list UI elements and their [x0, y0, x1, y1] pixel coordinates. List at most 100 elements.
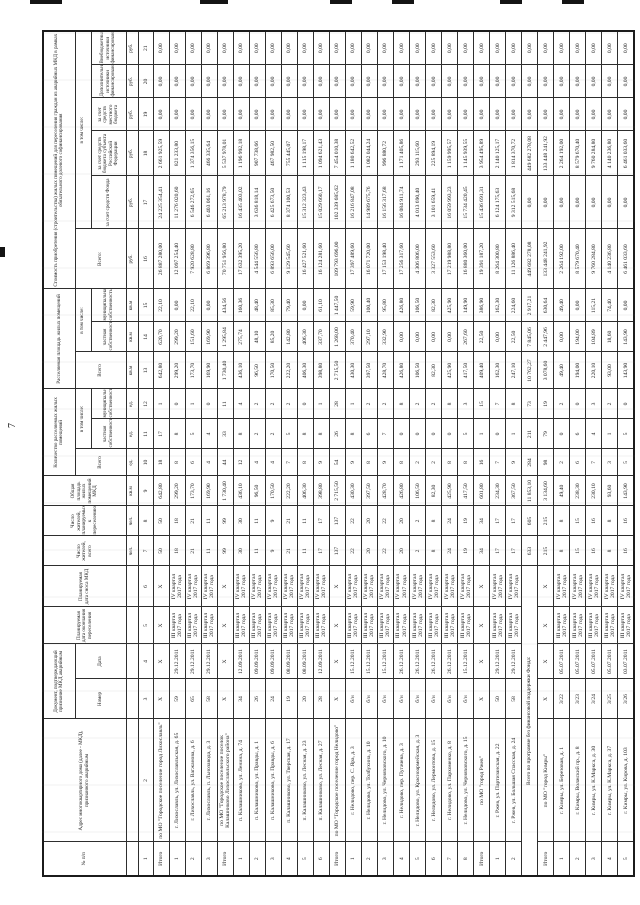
table-cell: 630,64 [537, 289, 554, 322]
table-cell: 0,00 [361, 30, 378, 65]
table-row: 6 г. Нелидово, ул. Лермонтова, д. 15 б/н 26… [425, 30, 442, 876]
table-cell: 18,60 [601, 322, 618, 352]
table-cell: 8 [457, 842, 474, 876]
col-header-units-total: Всего [75, 449, 126, 476]
table-cell [126, 607, 139, 644]
table-cell [126, 644, 139, 679]
table-cell: 15 [569, 506, 586, 536]
table-cell: 54 [329, 449, 346, 476]
table-cell: 0,00 [441, 322, 458, 352]
table-cell: 20 [361, 536, 378, 566]
table-cell: 61,10 [313, 289, 330, 322]
col-header-including: в том числе: [75, 30, 91, 229]
table-cell: 3/24 [585, 679, 602, 719]
table-cell: кв.м [126, 289, 139, 322]
table-cell: 8 579 670,40 [569, 131, 586, 176]
table-row: 4 г. Нелидово, пер. Пугачева, д. 3 б/н 26.1… [393, 30, 410, 876]
table-cell: 0,00 [473, 98, 490, 131]
table-cell: Итого [153, 842, 170, 876]
table-cell: кв.м [126, 352, 139, 389]
table-cell: X [217, 607, 234, 644]
table-cell: 425,90 [441, 352, 458, 389]
table-cell: 2 [138, 719, 154, 842]
table-cell: 2 [377, 389, 394, 419]
table-cell: 430,30 [345, 476, 362, 506]
table-cell: 8 [345, 419, 362, 449]
table-cell: 2 [409, 536, 426, 566]
table-cell: 0,00 [377, 98, 394, 131]
page-number: 7 [7, 423, 18, 428]
table-cell: X [153, 679, 170, 719]
table-cell: 0,00 [313, 30, 330, 65]
table-cell: 16 [473, 449, 490, 476]
table-cell: г. Кимры, ул. Кирова, д. 103 [617, 719, 634, 842]
table-cell: г. Кимры, ул. Березовая, д. 1 [553, 719, 570, 842]
table-cell: 0,00 [393, 65, 410, 98]
table-cell: III квартал 2017 года [601, 607, 618, 644]
table-cell: 142,80 [281, 322, 298, 352]
table-cell: 12 [138, 389, 154, 419]
table-row: 2 п. Калашниково, ул. Правды, д. 1 26 09.09… [249, 30, 266, 876]
table-cell: 620,70 [153, 322, 170, 352]
table-cell: 8 [233, 419, 250, 449]
col-header-cost-group: Стоимость приобретения (строительства) ж… [43, 30, 75, 289]
table-cell: кв.м [126, 322, 139, 352]
table-cell: Итого [329, 842, 346, 876]
table-cell: 2 [409, 449, 426, 476]
table-cell: 11 [297, 536, 314, 566]
table-cell: 299,20 [169, 476, 186, 506]
table-cell: 0,00 [377, 30, 394, 65]
table-cell: 0,00 [409, 30, 426, 65]
table-cell: 7 [138, 536, 154, 566]
table-cell: 370,40 [345, 322, 362, 352]
table-cell: 1 [489, 842, 506, 876]
table-cell: 12.09.2011 [313, 644, 330, 679]
table-cell: 173,70 [185, 352, 202, 389]
table-cell: 17 [313, 536, 330, 566]
table-cell: 9 [313, 449, 330, 476]
table-cell: 3/25 [601, 679, 618, 719]
table-cell: г. Кимры, ул. К.Маркса, д. 37 [601, 719, 618, 842]
table-row: 2 г. Ржев, ул. Большая Спасская, д. 24 58 2… [505, 30, 522, 876]
table-cell: 0,00 [185, 65, 202, 98]
table-cell [126, 566, 139, 607]
table-cell: 0,00 [569, 65, 586, 98]
col-header-cost-local: за счет средств местного бюджета [91, 98, 126, 131]
table-cell: 2 [185, 842, 202, 876]
table-cell: 1 [345, 389, 362, 419]
table-cell: 4 140 236,80 [601, 229, 618, 289]
table-cell: 0,00 [585, 176, 602, 229]
table-cell: 8 264 300,80 [489, 229, 506, 289]
table-cell: 21 [185, 506, 202, 536]
table-cell: 8 [425, 506, 442, 536]
table-cell: 58 [201, 679, 218, 719]
col-header-address: Адрес многоквартирного дома (далее - МКД… [43, 719, 126, 842]
table-cell: 0 [425, 419, 442, 449]
table-cell: 79,40 [281, 289, 298, 322]
table-cell: 4 [601, 842, 618, 876]
table-cell: г. Лихославль, ул. Лихославльская, д. 65 [169, 719, 186, 842]
table-cell: 0,00 [217, 30, 234, 65]
table-cell: IV квартал 2017 года [233, 566, 250, 607]
table-cell: 0,00 [553, 65, 570, 98]
table-cell: 8 [313, 419, 330, 449]
table-cell: X [217, 644, 234, 679]
table-cell: 9 760 284,80 [585, 229, 602, 289]
table-cell: 22,50 [473, 322, 490, 352]
table-cell: IV квартал 2017 года [185, 566, 202, 607]
table-cell: б/н [425, 679, 442, 719]
table-cell: 0,00 [537, 98, 554, 131]
table-cell: 169,90 [201, 476, 218, 506]
table-cell: 7 845,06 [521, 322, 538, 352]
table-cell: 0,00 [425, 30, 442, 65]
table-cell: 22 [377, 536, 394, 566]
table-cell: 170,50 [265, 352, 282, 389]
table-cell: 24 [441, 506, 458, 536]
table-cell: 15 734 420,45 [457, 176, 474, 229]
table-cell: 2 661 925,59 [153, 131, 170, 176]
table-cell: 337,70 [313, 322, 330, 352]
table-cell: 8 579 670,40 [569, 229, 586, 289]
table-cell: 2 447,96 [537, 322, 554, 352]
table-cell: 05.07.2011 [601, 644, 618, 679]
table-cell [126, 719, 139, 842]
